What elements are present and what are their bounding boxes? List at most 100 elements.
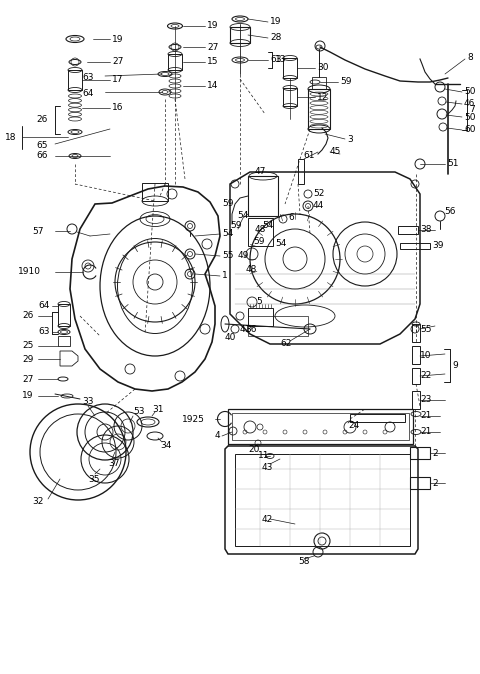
Text: 24: 24 (348, 421, 359, 431)
Text: 54: 54 (237, 212, 248, 220)
Text: 19: 19 (22, 392, 34, 400)
Bar (248, 176, 278, 216)
Text: 42: 42 (262, 514, 273, 524)
Bar (142, 183, 168, 201)
Text: 61: 61 (303, 152, 314, 160)
Text: 27: 27 (22, 375, 34, 384)
Bar (248, 308, 273, 326)
Bar (58, 336, 70, 346)
Text: 32: 32 (32, 497, 43, 506)
Text: 60: 60 (464, 125, 476, 135)
Text: 22: 22 (420, 371, 431, 381)
Text: 59: 59 (253, 237, 264, 247)
Text: 55: 55 (420, 324, 432, 334)
Bar (283, 58, 297, 78)
Bar (412, 391, 420, 409)
Text: 26: 26 (36, 115, 48, 125)
Text: 35: 35 (88, 474, 99, 483)
Text: 38: 38 (420, 226, 432, 235)
Text: 14: 14 (207, 82, 218, 90)
Bar (412, 324, 420, 342)
Bar (228, 409, 413, 444)
Text: 66: 66 (36, 152, 48, 160)
Text: 34: 34 (160, 441, 171, 450)
Text: 55: 55 (222, 251, 233, 260)
Text: 27: 27 (207, 42, 218, 51)
Text: 6: 6 (288, 214, 294, 222)
Text: 19: 19 (207, 22, 218, 30)
Bar (298, 159, 304, 184)
Text: 48: 48 (246, 264, 257, 274)
Bar (398, 226, 418, 234)
Text: 13: 13 (275, 55, 287, 65)
Text: 20: 20 (248, 444, 259, 454)
Text: 46: 46 (464, 100, 475, 109)
Text: 7: 7 (469, 106, 475, 115)
Bar (235, 454, 410, 546)
Text: 10: 10 (420, 352, 432, 361)
Text: 54: 54 (222, 230, 233, 239)
Text: 26: 26 (22, 311, 34, 321)
Text: 43: 43 (262, 462, 274, 472)
Text: 58: 58 (298, 557, 310, 567)
Bar (248, 218, 273, 246)
Text: 25: 25 (22, 342, 34, 350)
Text: 59: 59 (230, 222, 241, 231)
Text: 21: 21 (420, 427, 432, 437)
Text: 41: 41 (240, 326, 252, 334)
Text: 2: 2 (432, 479, 438, 487)
Text: 15: 15 (207, 57, 218, 67)
Text: 19: 19 (270, 18, 281, 26)
Text: 1: 1 (222, 272, 228, 280)
Text: 40: 40 (225, 334, 236, 342)
Text: 12: 12 (317, 92, 328, 102)
Text: 1925: 1925 (182, 415, 205, 423)
Text: 9: 9 (452, 361, 458, 371)
Text: 45: 45 (330, 148, 341, 156)
Bar (312, 77, 326, 89)
Text: 37: 37 (108, 460, 120, 468)
Text: 59: 59 (222, 200, 233, 208)
Text: 59: 59 (340, 78, 351, 86)
Text: 29: 29 (22, 355, 34, 363)
Text: 39: 39 (432, 241, 444, 251)
Text: 63: 63 (270, 55, 281, 65)
Text: 1910: 1910 (18, 268, 41, 276)
Text: 3: 3 (347, 135, 353, 144)
Text: 44: 44 (313, 202, 324, 210)
Bar (410, 477, 430, 489)
Text: 33: 33 (82, 398, 94, 406)
Text: 5: 5 (256, 297, 262, 307)
Text: 21: 21 (420, 412, 432, 421)
Bar (232, 413, 409, 440)
Text: 64: 64 (82, 90, 94, 98)
Text: 54: 54 (275, 239, 287, 249)
Text: 63: 63 (82, 73, 94, 82)
Text: 30: 30 (317, 63, 328, 73)
Bar (168, 54, 182, 70)
Text: 52: 52 (313, 189, 324, 199)
Text: 51: 51 (447, 160, 458, 168)
Text: 57: 57 (32, 226, 44, 235)
Bar (248, 316, 308, 336)
Text: 17: 17 (112, 75, 123, 84)
Bar (412, 368, 420, 384)
Text: 36: 36 (245, 326, 256, 334)
Text: 27: 27 (112, 57, 123, 67)
Bar (410, 447, 430, 459)
Text: 49: 49 (238, 251, 250, 260)
Bar (412, 346, 420, 364)
Bar (350, 414, 405, 422)
Text: 4: 4 (215, 431, 221, 441)
Text: 62: 62 (280, 340, 291, 348)
Bar (400, 243, 430, 249)
Text: 54: 54 (262, 222, 274, 231)
Text: 11: 11 (258, 452, 269, 460)
Bar (58, 304, 70, 326)
Bar (308, 89, 330, 129)
Text: 8: 8 (467, 53, 473, 63)
Text: 63: 63 (38, 328, 49, 336)
Text: 65: 65 (36, 142, 48, 150)
Text: 53: 53 (133, 408, 144, 417)
Text: 50: 50 (464, 113, 476, 121)
